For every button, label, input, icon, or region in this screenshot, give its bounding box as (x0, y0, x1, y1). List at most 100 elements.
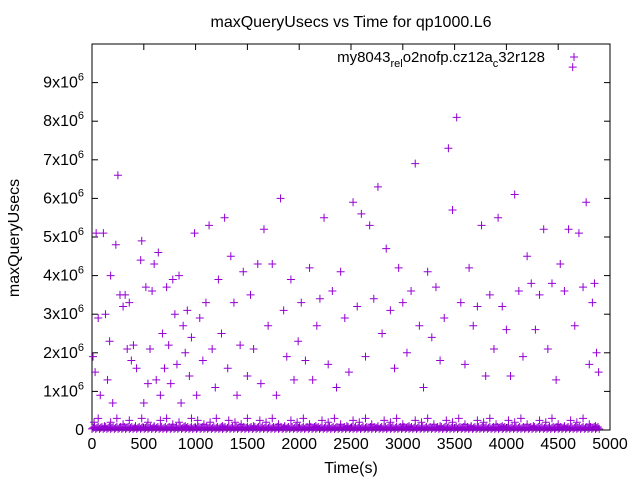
data-point (223, 364, 232, 373)
data-point (594, 368, 603, 377)
data-point (160, 364, 169, 373)
data-point (535, 416, 544, 425)
x-tick-label: 2000 (281, 436, 317, 453)
x-axis-label: Time(s) (324, 460, 378, 477)
data-point (349, 198, 358, 207)
data-point (136, 256, 145, 265)
data-point (465, 263, 474, 272)
data-point (390, 364, 399, 373)
x-axis: 0 500 1000 1500 2000 2500 3000 3500 4000 4500 5000 (88, 44, 628, 453)
y-tick-label: 0 (75, 422, 84, 439)
data-point (156, 391, 165, 400)
data-point (246, 290, 255, 299)
y-tick-label: 4x106 (43, 265, 84, 285)
y-tick-label: 9x106 (43, 72, 84, 92)
data-point (442, 416, 451, 425)
data-point (582, 198, 591, 207)
data-point (514, 287, 523, 296)
data-point (139, 398, 148, 407)
data-point (552, 375, 561, 384)
data-point (150, 260, 159, 269)
data-point (108, 398, 117, 407)
data-point (344, 368, 353, 377)
data-point (469, 321, 478, 330)
data-point (415, 321, 424, 330)
data-point (208, 344, 217, 353)
data-point (357, 209, 366, 218)
data-point (229, 298, 238, 307)
data-point (568, 63, 577, 72)
y-tick-label: 5x106 (43, 226, 84, 246)
data-point (190, 229, 199, 238)
data-point (92, 229, 101, 238)
data-point (286, 275, 295, 284)
data-point (96, 391, 105, 400)
data-point (547, 414, 556, 423)
data-point (518, 352, 527, 361)
data-point (315, 294, 324, 303)
data-point (249, 344, 258, 353)
data-point (148, 287, 157, 296)
data-point (286, 416, 295, 425)
data-point (217, 329, 226, 338)
data-point (125, 298, 134, 307)
data-point (111, 240, 120, 249)
data-point (456, 298, 465, 307)
data-point (297, 298, 306, 307)
data-point (382, 244, 391, 253)
legend-label: my8043relo2nofp.cz12ac32r128 (337, 49, 545, 70)
data-point (516, 414, 525, 423)
x-tick-label: 4500 (540, 436, 576, 453)
data-point (137, 414, 146, 423)
data-point (473, 416, 482, 425)
data-point (214, 275, 223, 284)
data-point (158, 329, 167, 338)
data-point (183, 306, 192, 315)
data-point (212, 414, 221, 423)
data-point (91, 368, 100, 377)
data-point (164, 341, 173, 350)
data-point (294, 337, 303, 346)
data-point (166, 379, 175, 388)
x-tick-label: 3000 (385, 436, 421, 453)
legend-marker (570, 53, 578, 61)
data-point (282, 352, 291, 361)
data-point (143, 379, 152, 388)
data-point (106, 271, 115, 280)
data-point (506, 371, 515, 380)
y-tick-label: 8x106 (43, 110, 84, 130)
data-point (593, 422, 602, 431)
data-point (243, 414, 252, 423)
data-point (585, 360, 594, 369)
data-point (543, 344, 552, 353)
data-point (181, 348, 190, 357)
data-point (185, 371, 194, 380)
data-point (105, 337, 114, 346)
data-point (123, 344, 132, 353)
data-point (419, 383, 428, 392)
data-point (365, 221, 374, 230)
data-point (236, 341, 245, 350)
data-point (112, 414, 121, 423)
y-tick-label: 7x106 (43, 149, 84, 169)
data-point (539, 225, 548, 234)
data-point (121, 290, 130, 299)
data-point (305, 263, 314, 272)
data-points (88, 63, 604, 433)
x-tick-label: 5000 (592, 436, 628, 453)
data-point (113, 171, 122, 180)
data-point (268, 414, 277, 423)
data-point (570, 321, 579, 330)
data-point (94, 414, 103, 423)
data-point (485, 414, 494, 423)
data-point (460, 360, 469, 369)
data-point (179, 321, 188, 330)
data-point (233, 391, 242, 400)
data-point (477, 221, 486, 230)
data-point (398, 298, 407, 307)
data-point (444, 144, 453, 153)
data-point (195, 314, 204, 323)
data-point (89, 352, 98, 361)
data-point (336, 267, 345, 276)
